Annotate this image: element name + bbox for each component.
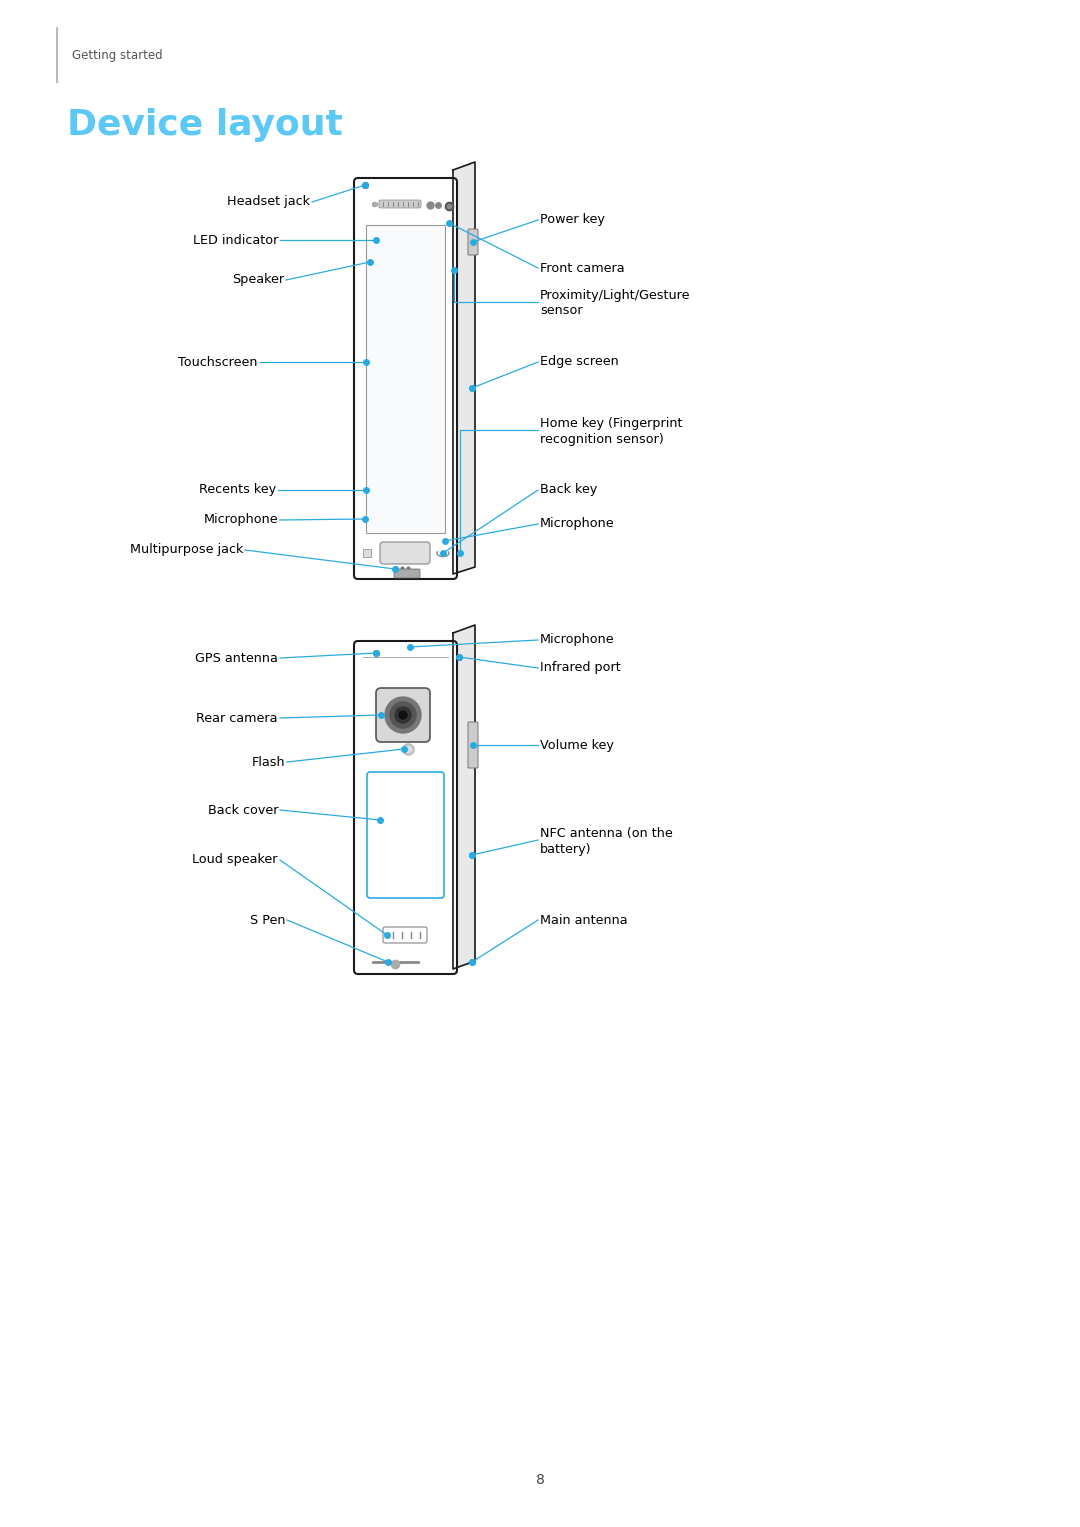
Text: Front camera: Front camera bbox=[540, 261, 624, 275]
FancyBboxPatch shape bbox=[468, 229, 478, 255]
Text: 8: 8 bbox=[536, 1474, 544, 1487]
Text: Back key: Back key bbox=[540, 484, 597, 496]
Circle shape bbox=[399, 712, 407, 719]
Text: Touchscreen: Touchscreen bbox=[178, 356, 258, 368]
Circle shape bbox=[395, 707, 411, 722]
Text: Microphone: Microphone bbox=[203, 513, 278, 527]
Text: Microphone: Microphone bbox=[540, 518, 615, 530]
Text: Flash: Flash bbox=[252, 756, 285, 768]
FancyBboxPatch shape bbox=[394, 570, 420, 579]
Text: Infrared port: Infrared port bbox=[540, 661, 621, 675]
Text: Speaker: Speaker bbox=[232, 273, 284, 287]
Text: NFC antenna (on the: NFC antenna (on the bbox=[540, 826, 673, 840]
Text: S Pen: S Pen bbox=[249, 913, 285, 927]
Text: recognition sensor): recognition sensor) bbox=[540, 432, 664, 446]
Text: sensor: sensor bbox=[540, 304, 582, 318]
Text: Getting started: Getting started bbox=[72, 49, 163, 61]
Text: Home key (Fingerprint: Home key (Fingerprint bbox=[540, 417, 683, 429]
Text: Main antenna: Main antenna bbox=[540, 913, 627, 927]
FancyBboxPatch shape bbox=[354, 641, 457, 974]
Text: Loud speaker: Loud speaker bbox=[192, 854, 278, 866]
Text: Proximity/Light/Gesture: Proximity/Light/Gesture bbox=[540, 289, 690, 301]
FancyBboxPatch shape bbox=[380, 542, 430, 563]
Circle shape bbox=[390, 702, 416, 728]
Text: Rear camera: Rear camera bbox=[197, 712, 278, 724]
Text: Headset jack: Headset jack bbox=[227, 195, 310, 209]
Text: Multipurpose jack: Multipurpose jack bbox=[130, 544, 243, 556]
FancyBboxPatch shape bbox=[354, 179, 457, 579]
Text: Volume key: Volume key bbox=[540, 739, 613, 751]
FancyBboxPatch shape bbox=[376, 689, 430, 742]
Text: LED indicator: LED indicator bbox=[192, 234, 278, 246]
Text: Edge screen: Edge screen bbox=[540, 356, 619, 368]
Text: Device layout: Device layout bbox=[67, 108, 342, 142]
Text: Microphone: Microphone bbox=[540, 634, 615, 646]
Text: Recents key: Recents key bbox=[199, 484, 276, 496]
Text: GPS antenna: GPS antenna bbox=[195, 652, 278, 664]
Text: Power key: Power key bbox=[540, 214, 605, 226]
FancyBboxPatch shape bbox=[379, 200, 421, 208]
Text: Back cover: Back cover bbox=[207, 803, 278, 817]
Polygon shape bbox=[453, 162, 475, 574]
FancyBboxPatch shape bbox=[366, 224, 445, 533]
Circle shape bbox=[384, 696, 421, 733]
Polygon shape bbox=[453, 625, 475, 970]
Text: battery): battery) bbox=[540, 843, 592, 855]
FancyBboxPatch shape bbox=[468, 722, 478, 768]
